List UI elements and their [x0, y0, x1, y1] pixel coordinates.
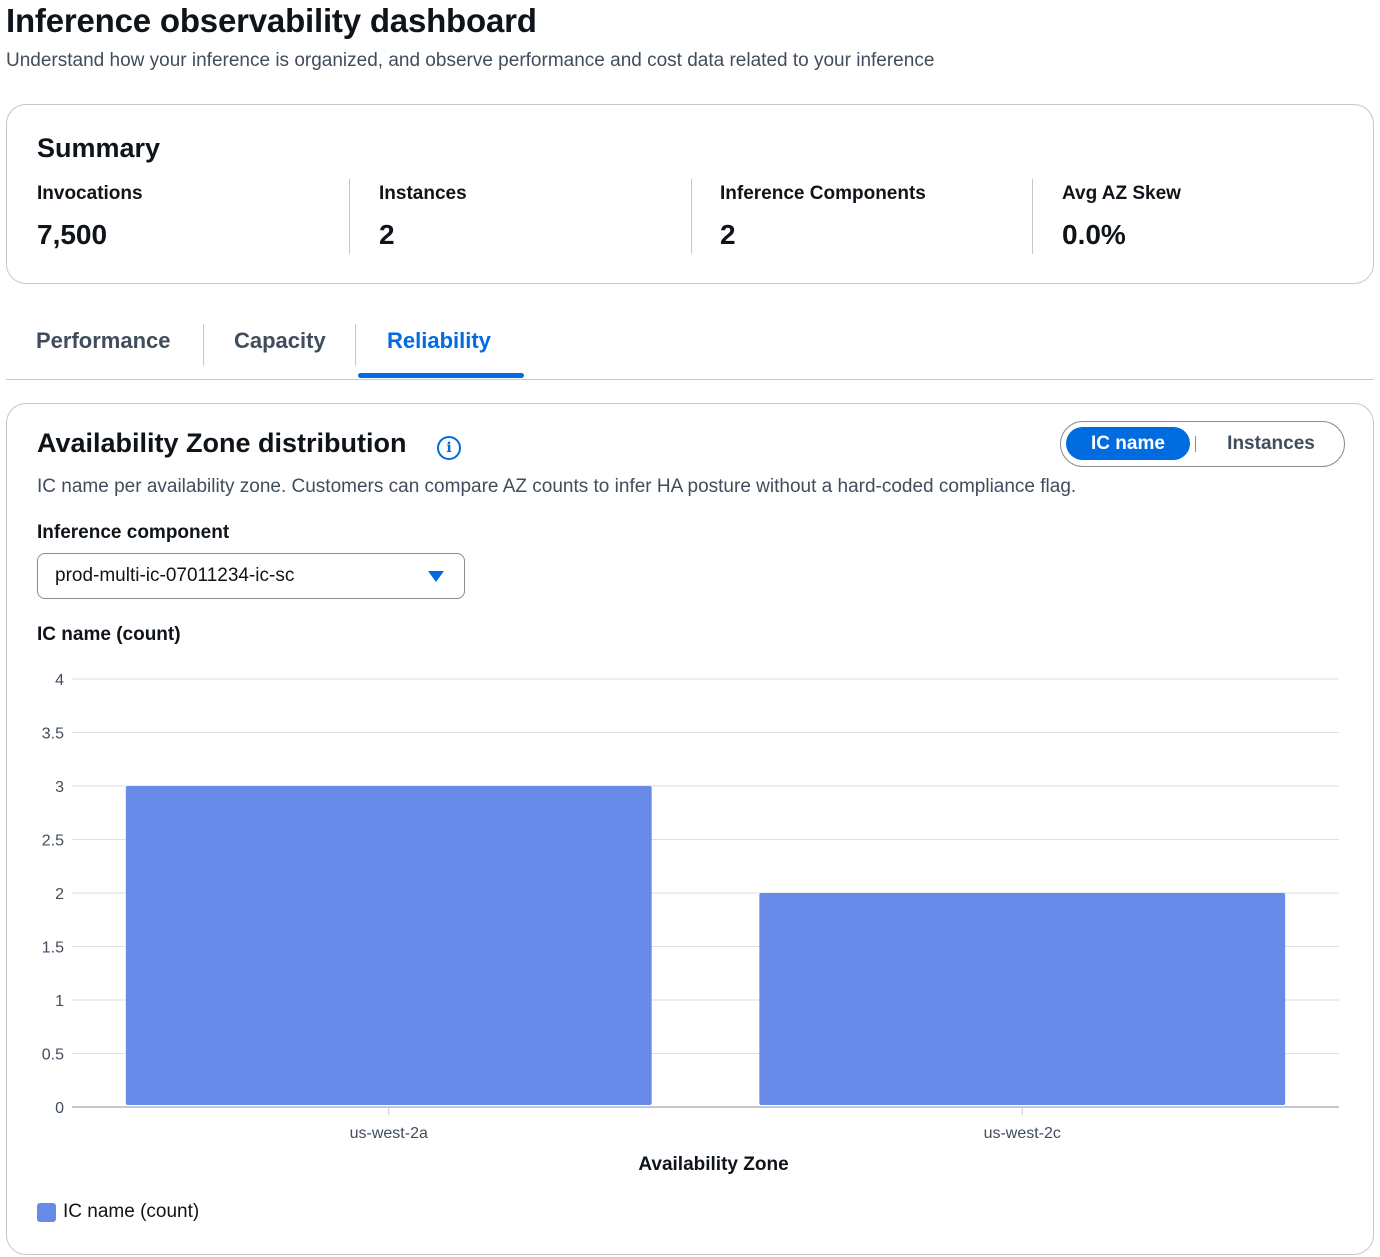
- metric-label: Invocations: [37, 183, 143, 204]
- metric-divider: [691, 179, 692, 254]
- y-tick-label: 0.5: [42, 1047, 64, 1064]
- metric-label: Inference Components: [720, 183, 926, 204]
- toggle-divider: [1195, 436, 1196, 452]
- metric-value: 2: [379, 219, 395, 250]
- select-value: prod-multi-ic-07011234-ic-sc: [55, 565, 295, 586]
- page-title: Inference observability dashboard: [6, 2, 537, 39]
- x-axis-label: Availability Zone: [638, 1154, 788, 1175]
- y-tick-label: 1.5: [42, 940, 64, 957]
- caret-down-icon: [428, 571, 444, 582]
- info-icon[interactable]: i: [437, 436, 461, 460]
- az-distribution-panel: Availability Zone distribution i IC name…: [6, 403, 1374, 1255]
- metric-label: Instances: [379, 183, 467, 204]
- tab-capacity[interactable]: Capacity: [234, 328, 326, 353]
- panel-description: IC name per availability zone. Customers…: [37, 476, 1077, 497]
- metric-divider: [349, 179, 350, 254]
- view-toggle: IC name Instances: [1060, 421, 1345, 467]
- metric-value: 7,500: [37, 219, 108, 250]
- chart-title: IC name (count): [37, 624, 181, 645]
- inference-component-select[interactable]: prod-multi-ic-07011234-ic-sc: [37, 553, 465, 599]
- chart-legend: IC name (count): [37, 1201, 199, 1223]
- tab-bar: Performance Capacity Reliability: [6, 318, 1374, 380]
- toggle-ic-name-button[interactable]: IC name: [1066, 427, 1190, 460]
- active-tab-indicator: [358, 373, 524, 378]
- bar-us-west-2c: [759, 893, 1286, 1105]
- y-tick-label: 1: [55, 993, 64, 1010]
- y-tick-label: 2.5: [42, 833, 64, 850]
- y-tick-label: 4: [55, 672, 64, 689]
- inference-component-label: Inference component: [37, 522, 230, 543]
- metric-value: 2: [720, 219, 736, 250]
- y-tick-label: 3: [55, 779, 64, 796]
- tab-divider: [355, 324, 356, 366]
- y-tick-label: 2: [55, 886, 64, 903]
- y-tick-label: 3.5: [42, 726, 64, 743]
- metric-inference-components: Inference Components 2: [720, 181, 926, 255]
- metric-divider: [1032, 179, 1033, 254]
- tab-reliability[interactable]: Reliability: [387, 328, 491, 353]
- summary-container: Summary Invocations 7,500 Instances 2 In…: [6, 104, 1374, 284]
- x-tick-label: us-west-2c: [984, 1125, 1061, 1142]
- summary-title: Summary: [37, 133, 161, 163]
- legend-swatch: [37, 1202, 56, 1222]
- panel-title: Availability Zone distribution: [37, 428, 407, 458]
- bar-us-west-2a: [125, 786, 652, 1105]
- legend-label: IC name (count): [63, 1201, 200, 1222]
- metric-label: Avg AZ Skew: [1062, 183, 1181, 204]
- y-tick-label: 0: [55, 1100, 64, 1117]
- bar-chart: 0 0.5 1 1.5 2 2.5 3 3.5 4 us-west-2a us-west-2c Ava…: [42, 672, 1339, 1175]
- tab-divider: [203, 324, 204, 366]
- toggle-instances-button[interactable]: Instances: [1227, 432, 1315, 454]
- metric-avg-az-skew: Avg AZ Skew 0.0%: [1062, 181, 1181, 255]
- page-subtitle: Understand how your inference is organiz…: [6, 50, 935, 71]
- metric-invocations: Invocations 7,500: [37, 181, 143, 255]
- metric-value: 0.0%: [1062, 219, 1126, 250]
- metric-instances: Instances 2: [379, 181, 467, 255]
- tab-performance[interactable]: Performance: [36, 328, 171, 353]
- x-tick-label: us-west-2a: [350, 1125, 428, 1142]
